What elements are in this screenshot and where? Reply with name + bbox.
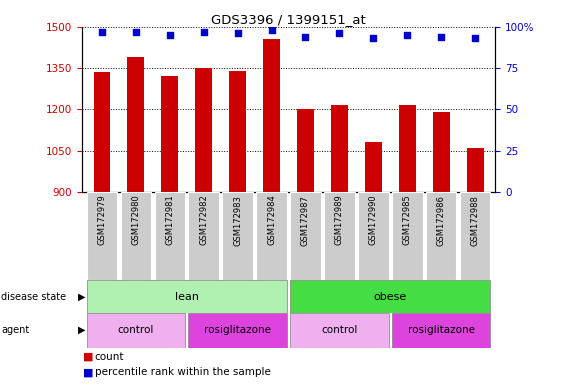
Bar [291,280,490,313]
Title: GDS3396 / 1399151_at: GDS3396 / 1399151_at [211,13,366,26]
Bar [93,72,110,192]
Bar [189,313,287,348]
Point [166,32,175,38]
Text: rosiglitazone: rosiglitazone [204,325,271,335]
Text: agent: agent [1,325,29,335]
Text: disease state: disease state [1,291,66,302]
Text: GSM172987: GSM172987 [301,195,310,245]
Bar [127,57,144,192]
Text: GSM172988: GSM172988 [471,195,480,245]
Point [131,29,140,35]
Text: GSM172985: GSM172985 [403,195,412,245]
Text: GSM172986: GSM172986 [437,195,446,245]
Point [471,35,480,41]
Bar [467,148,484,192]
Text: GSM172989: GSM172989 [335,195,344,245]
Bar [229,71,246,192]
Bar [87,192,117,280]
Bar [297,109,314,192]
Bar [291,192,321,280]
Text: percentile rank within the sample: percentile rank within the sample [95,367,270,377]
Point [301,34,310,40]
Text: ■: ■ [83,367,94,377]
Bar [256,192,287,280]
Bar [189,192,219,280]
Text: GSM172984: GSM172984 [267,195,276,245]
Point [369,35,378,41]
Text: rosiglitazone: rosiglitazone [408,325,475,335]
Text: control: control [321,325,358,335]
Text: count: count [95,352,124,362]
Text: ■: ■ [83,352,94,362]
Bar [433,112,450,192]
Text: GSM172980: GSM172980 [131,195,140,245]
Text: GSM172982: GSM172982 [199,195,208,245]
Point [267,27,276,33]
Bar [87,313,185,348]
Bar [162,76,178,192]
Text: obese: obese [374,291,407,302]
Bar [155,192,185,280]
Point [199,29,208,35]
Bar [399,105,415,192]
Text: control: control [118,325,154,335]
Bar [392,192,422,280]
Bar [426,192,457,280]
Bar [263,39,280,192]
Bar [222,192,253,280]
Text: GSM172990: GSM172990 [369,195,378,245]
Point [97,29,106,35]
Point [233,30,242,36]
Point [403,32,412,38]
Bar [358,192,388,280]
Text: lean: lean [175,291,199,302]
Text: ▶: ▶ [78,291,85,302]
Text: GSM172981: GSM172981 [166,195,175,245]
Point [335,30,344,36]
Bar [87,280,287,313]
Bar [331,105,348,192]
Bar [120,192,151,280]
Point [437,34,446,40]
Text: GSM172983: GSM172983 [233,195,242,245]
Text: ▶: ▶ [78,325,85,335]
Bar [291,313,388,348]
Bar [460,192,490,280]
Bar [195,68,212,192]
Text: GSM172979: GSM172979 [97,195,106,245]
Bar [392,313,490,348]
Bar [324,192,355,280]
Bar [365,142,382,192]
